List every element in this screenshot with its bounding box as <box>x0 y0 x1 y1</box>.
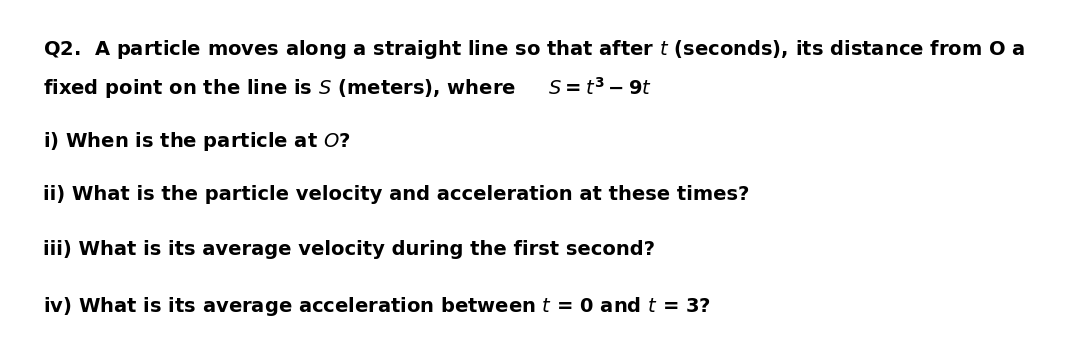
Text: ii) What is the particle velocity and acceleration at these times?: ii) What is the particle velocity and ac… <box>43 185 750 204</box>
Text: iv) What is its average acceleration between $\mathbf{\mathit{t}}$ = 0 and $\mat: iv) What is its average acceleration bet… <box>43 295 711 318</box>
Text: fixed point on the line is $\mathbf{\mathit{S}}$ (meters), where     $\mathbf{\m: fixed point on the line is $\mathbf{\mat… <box>43 75 652 101</box>
Text: Q2.  A particle moves along a straight line so that after $\mathbf{\mathit{t}}$ : Q2. A particle moves along a straight li… <box>43 38 1025 61</box>
Text: i) When is the particle at $\mathbf{\mathit{O}}$?: i) When is the particle at $\mathbf{\mat… <box>43 130 351 153</box>
Text: iii) What is its average velocity during the first second?: iii) What is its average velocity during… <box>43 240 656 259</box>
